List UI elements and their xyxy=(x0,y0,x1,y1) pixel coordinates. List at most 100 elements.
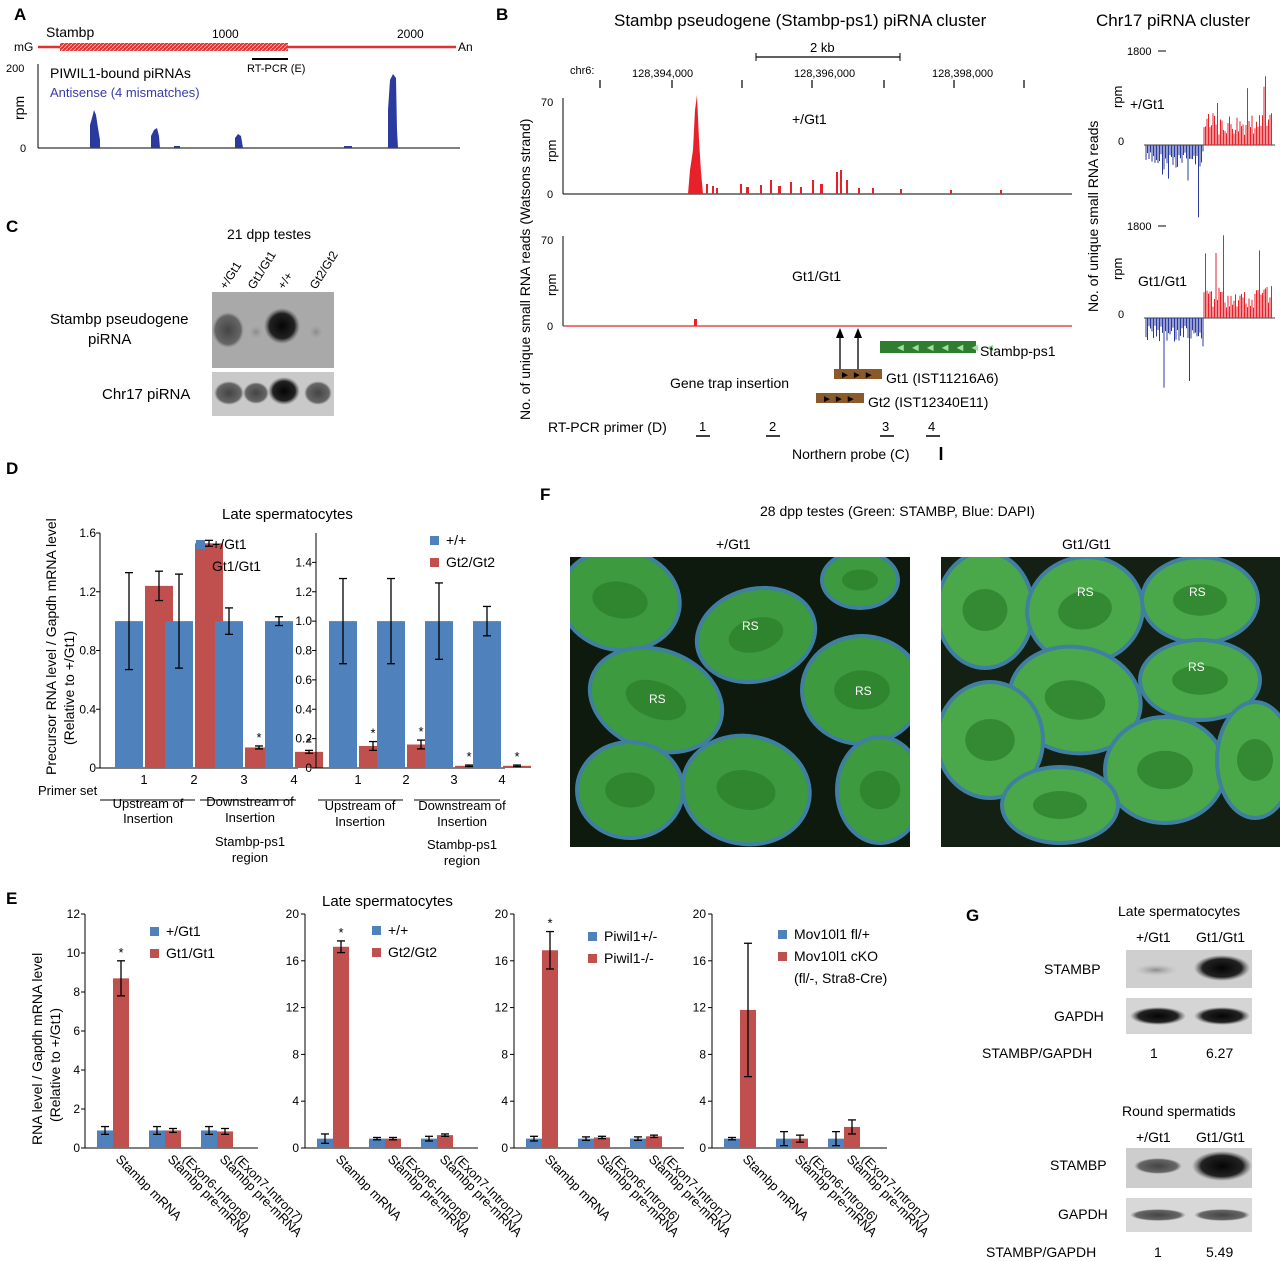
chr17-t1-rpm: rpm xyxy=(1110,86,1125,108)
primer-3: 3 xyxy=(882,419,889,434)
e4-legend-swatch xyxy=(778,952,787,961)
tick-2000: 2000 xyxy=(397,27,424,41)
g2-ratio-label: STAMBP/GAPDH xyxy=(986,1244,1096,1260)
e4-bar xyxy=(792,1138,808,1148)
c-band-7 xyxy=(268,377,300,405)
c-title: 21 dpp testes xyxy=(227,226,311,242)
rs-1: RS xyxy=(742,619,759,633)
e4-bar xyxy=(844,1126,860,1148)
chr17-t2-ymax: 1800 xyxy=(1127,221,1151,233)
e3-sig-star: * xyxy=(547,916,552,931)
b-title: Stambp pseudogene (Stambp-ps1) piRNA clu… xyxy=(614,11,987,30)
d-right-ytick-label: 1.0 xyxy=(295,614,312,628)
d-left-cat-label: 3 xyxy=(240,772,247,787)
d-right-cat-label: 4 xyxy=(498,772,505,787)
e3-bar xyxy=(526,1138,542,1148)
d-left-bar xyxy=(265,621,293,768)
f-right-label: Gt1/Gt1 xyxy=(1062,536,1111,552)
e3-bar xyxy=(630,1138,646,1148)
tubule-lumen xyxy=(1237,739,1273,781)
primer-set-label: Primer set xyxy=(38,783,98,798)
e3-legend-label: Piwil1+/- xyxy=(604,928,658,944)
panel-f-letter: F xyxy=(540,485,550,504)
g2-band-1 xyxy=(1134,1158,1182,1174)
b-t1-rpm: rpm xyxy=(544,140,559,162)
g1-band-1 xyxy=(1134,964,1178,976)
tubule-lumen xyxy=(625,679,687,721)
e2-bar xyxy=(437,1135,453,1148)
panel-b-letter: B xyxy=(496,5,508,24)
chr17-title: Chr17 piRNA cluster xyxy=(1096,11,1250,30)
g2-gapdh: GAPDH xyxy=(1058,1206,1108,1222)
panel-g: G Late spermatocytes +/Gt1 Gt1/Gt1 STAMB… xyxy=(966,903,1252,1260)
b-t2-ymax: 70 xyxy=(541,235,553,247)
d-right-ytick-label: 0 xyxy=(305,761,312,775)
e4-legend-label: Mov10l1 cKO xyxy=(794,948,878,964)
panel-c: C 21 dpp testes +/Gt1 Gt1/Gt1 +/+ Gt2/Gt… xyxy=(6,217,341,416)
e3-bar xyxy=(578,1138,594,1148)
primer-2: 2 xyxy=(769,419,776,434)
gt-arrowhead-2 xyxy=(854,328,862,338)
d-left-sig-star: * xyxy=(306,734,311,749)
e-ylabel-1: RNA level / Gapdh mRNA level xyxy=(29,953,45,1145)
chr17-t2-rpm: rpm xyxy=(1110,258,1125,280)
tubule-lumen xyxy=(592,581,648,619)
c-lane-2: Gt1/Gt1 xyxy=(245,248,279,291)
tubule-lumen xyxy=(728,617,784,653)
a-title: PIWIL1-bound piRNAs xyxy=(50,65,191,81)
c-lane-4: Gt2/Gt2 xyxy=(307,248,341,291)
d-right-legend-label: +/+ xyxy=(446,532,466,548)
b-track1-reads xyxy=(688,95,1002,194)
e4-bar xyxy=(740,1009,756,1148)
d-grp-up-1: Upstream of xyxy=(113,796,184,811)
e3-legend-swatch xyxy=(588,954,597,963)
d-left-ytick-label: 1.6 xyxy=(79,526,96,540)
a-ymin: 0 xyxy=(20,143,26,155)
an-label: An xyxy=(458,40,473,54)
e4-ytick-label: 16 xyxy=(693,954,707,968)
b-track2-label: Gt1/Gt1 xyxy=(792,268,841,284)
stambp-ps1-box xyxy=(880,341,976,353)
panel-g-letter: G xyxy=(966,906,979,925)
d-right-ytick-label: 0.2 xyxy=(295,732,312,746)
d-left-sig-star: * xyxy=(256,730,261,745)
d-left-ytick-label: 0 xyxy=(89,761,96,775)
d-grp-region-1: Stambp-ps1 xyxy=(215,834,285,849)
e2-ytick-label: 20 xyxy=(286,907,300,921)
rtpcr-label: RT-PCR (E) xyxy=(247,63,305,75)
gene-trap-label: Gene trap insertion xyxy=(670,375,789,391)
g2-band-2 xyxy=(1192,1151,1252,1181)
e2-ytick-label: 4 xyxy=(292,1094,299,1108)
d-right-cat-label: 1 xyxy=(354,772,361,787)
g1-lane-1: +/Gt1 xyxy=(1136,929,1171,945)
rs-6: RS xyxy=(1188,660,1205,674)
e4-ytick-label: 12 xyxy=(693,1001,707,1015)
d-right-sig-star: * xyxy=(466,749,471,764)
e1-legend-label: Gt1/Gt1 xyxy=(166,945,215,961)
panel-a: A Stambp 1000 2000 mG An RT-PCR (E) 200 … xyxy=(6,5,473,155)
e2-ytick-label: 8 xyxy=(292,1047,299,1061)
c-row2: Chr17 piRNA xyxy=(102,386,190,403)
d-left-bar xyxy=(215,621,243,768)
g1-ratio-1: 1 xyxy=(1150,1045,1158,1061)
c-lane-3: +/+ xyxy=(275,269,296,291)
mg-label: mG xyxy=(14,40,33,54)
e1-ytick-label: 6 xyxy=(73,1024,80,1038)
d-right-ytick-label: 0.6 xyxy=(295,673,312,687)
chr17-t2-ymin: 0 xyxy=(1118,309,1124,321)
chr17-track1-reads xyxy=(1144,76,1275,218)
rs-2: RS xyxy=(649,692,666,706)
c-row1a: Stambp pseudogene xyxy=(50,311,188,328)
tick-1000: 1000 xyxy=(212,27,239,41)
e4-bar xyxy=(724,1138,740,1148)
chr17-ylabel: No. of unique small RNA reads xyxy=(1085,121,1101,312)
f-left-label: +/Gt1 xyxy=(716,536,751,552)
chr17-t1-ymin: 0 xyxy=(1118,136,1124,148)
d-left-cat-label: 2 xyxy=(190,772,197,787)
tubule-lumen xyxy=(1137,750,1193,790)
e4-ytick-label: 4 xyxy=(699,1094,706,1108)
primer-1: 1 xyxy=(699,419,706,434)
g1-band-2 xyxy=(1194,955,1250,981)
e3-ytick-label: 0 xyxy=(501,1141,508,1155)
e2-legend-label: +/+ xyxy=(388,922,408,938)
